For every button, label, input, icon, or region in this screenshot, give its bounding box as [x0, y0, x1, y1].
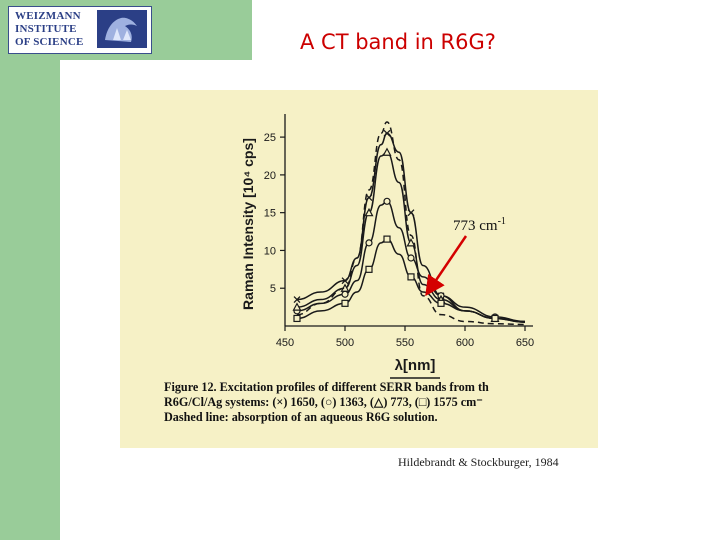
data-point-triangle — [382, 147, 392, 156]
logo-line-2: INSTITUTE — [15, 23, 77, 35]
series-line — [296, 238, 526, 323]
x-tick-label: 500 — [336, 337, 354, 349]
data-point-cross — [293, 296, 301, 304]
slide-title: A CT band in R6G? — [300, 30, 496, 54]
data-point-square — [341, 299, 349, 307]
logo-text: WEIZMANN INSTITUTE OF SCIENCE — [15, 10, 84, 49]
series-3 — [292, 147, 526, 323]
data-point-square — [437, 299, 445, 307]
data-point-circle — [407, 254, 415, 262]
data-point-cross — [407, 209, 415, 217]
annotation-text: 773 cm — [453, 218, 498, 234]
x-tick-label: 650 — [516, 337, 534, 349]
data-point-circle — [383, 197, 391, 205]
logo-crest-icon — [97, 10, 147, 48]
data-point-triangle — [406, 238, 416, 247]
data-point-cross — [383, 129, 391, 137]
data-point-triangle — [364, 207, 374, 217]
weizmann-logo: WEIZMANN INSTITUTE OF SCIENCE — [8, 6, 152, 54]
data-point-square — [293, 314, 301, 323]
data-point-cross — [341, 277, 349, 285]
data-point-circle — [341, 290, 349, 298]
logo-line-1: WEIZMANN — [15, 10, 81, 22]
series-line — [296, 121, 526, 326]
figure-panel: 450 500 550 600 650 5 10 15 20 25 λ[nm] Raman Inten… — [120, 90, 598, 448]
series-line — [296, 151, 526, 323]
series-5 — [296, 121, 526, 326]
y-tick-label: 20 — [264, 170, 276, 182]
annotation-superscript: -1 — [497, 216, 506, 227]
x-axis-label: λ[nm] — [395, 357, 436, 374]
figure-credit: Hildebrandt & Stockburger, 1984 — [398, 455, 559, 469]
series-4 — [293, 235, 526, 323]
data-point-square — [383, 235, 391, 243]
band-annotation: 773 cm-1 — [453, 216, 506, 235]
data-point-triangle — [292, 302, 302, 311]
y-axis-label: Raman Intensity [10⁴ cps] — [240, 138, 256, 310]
logo-line-3: OF SCIENCE — [15, 36, 84, 48]
y-tick-label: 5 — [270, 283, 276, 295]
caption-figure-label: Figure 12. — [164, 380, 217, 394]
sidebar-band — [0, 0, 60, 540]
excitation-profile-chart: 450 500 550 600 650 5 10 15 20 25 λ[nm] Raman Inten… — [240, 114, 534, 379]
data-point-square — [365, 265, 373, 273]
x-tick-label: 600 — [456, 337, 474, 349]
x-tick-label: 550 — [396, 337, 414, 349]
y-tick-label: 10 — [264, 245, 276, 257]
content-corner — [60, 60, 100, 100]
caption-line-2: R6G/Cl/Ag systems: (×) 1650, (○) 1363, (… — [164, 395, 483, 409]
data-point-square — [491, 314, 499, 323]
figure-caption: Figure 12. Excitation profiles of differ… — [164, 380, 598, 425]
data-point-square — [407, 273, 415, 281]
y-tick-label: 15 — [264, 208, 276, 220]
data-point-circle — [365, 239, 373, 247]
caption-line-3: Dashed line: absorption of an aqueous R6… — [164, 410, 438, 424]
y-tick-label: 25 — [264, 132, 276, 144]
x-tick-label: 450 — [276, 337, 294, 349]
caption-line-1: Excitation profiles of different SERR ba… — [219, 380, 489, 394]
